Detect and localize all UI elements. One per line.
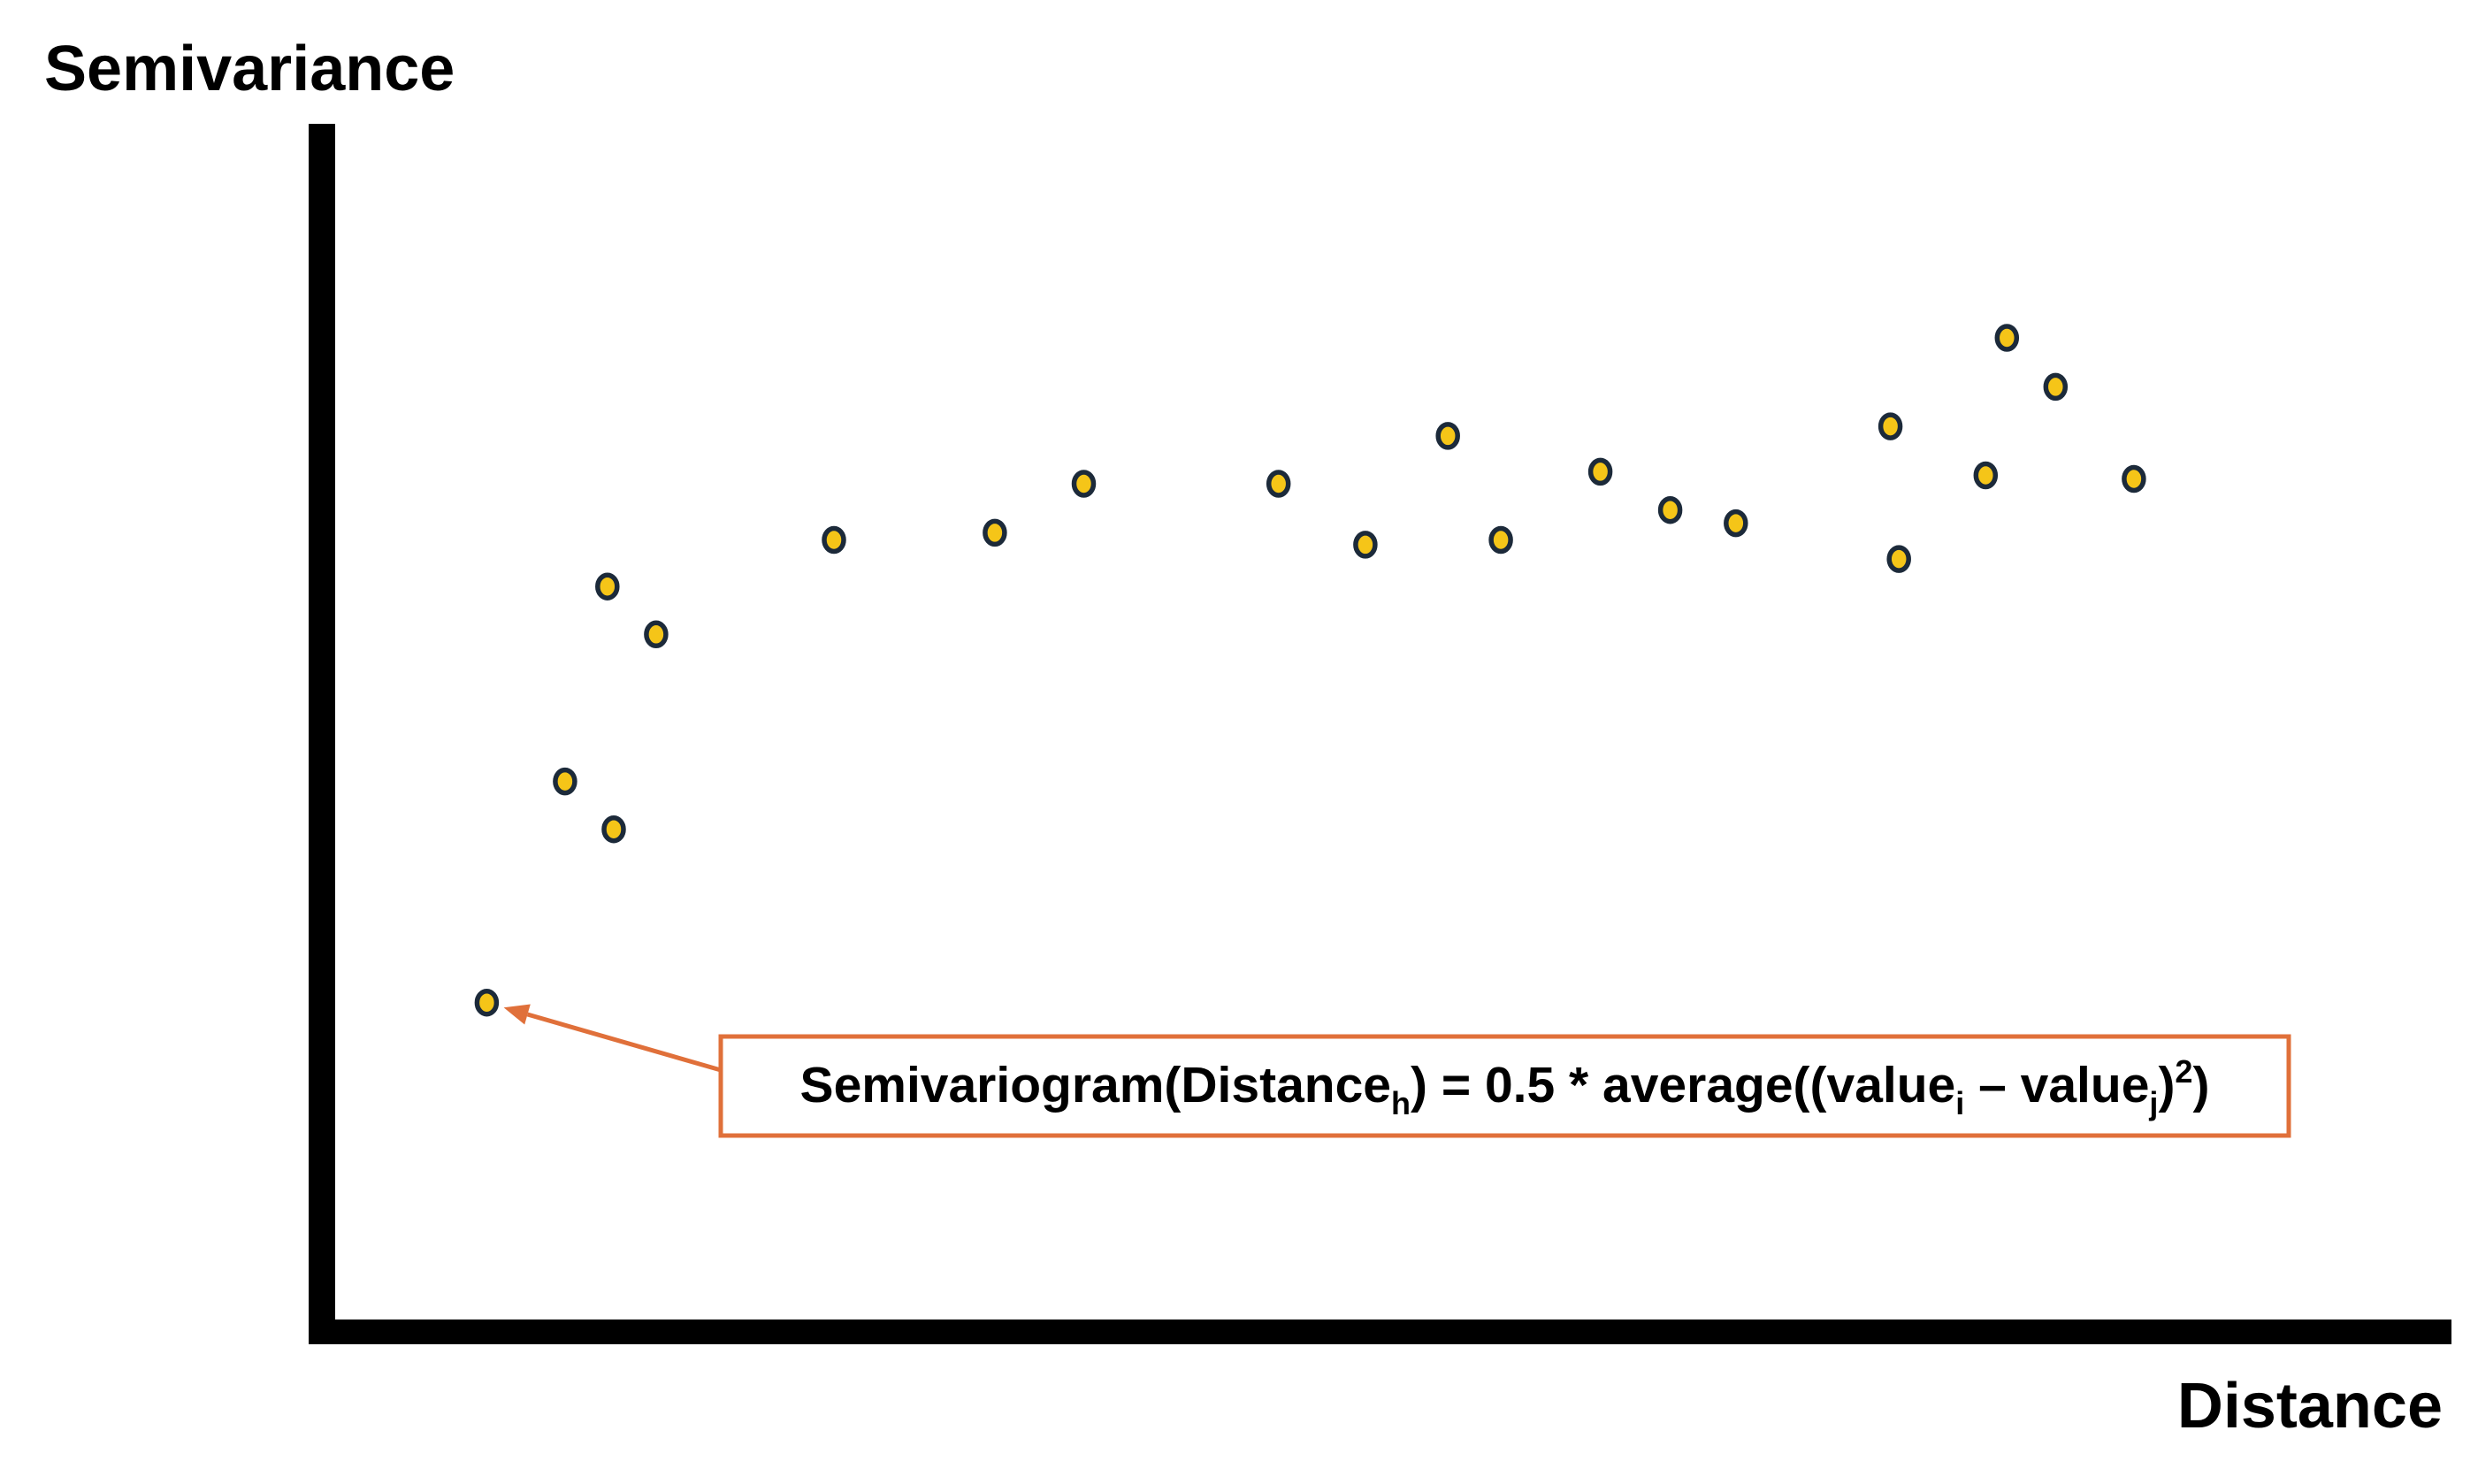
data-point-19 — [1994, 324, 2020, 352]
formula-box — [718, 1034, 2291, 1138]
data-point-18 — [1973, 461, 1999, 490]
data-point-20 — [2043, 372, 2069, 402]
data-point-4 — [595, 572, 620, 600]
formula-part-2: h — [1391, 1085, 1411, 1121]
data-point-1 — [474, 988, 500, 1017]
data-point-6 — [822, 525, 846, 555]
data-point-21 — [2122, 464, 2146, 493]
data-point-12 — [1488, 525, 1513, 555]
formula-text: Semivariogram(Distanceh) = 0.5 * average… — [800, 1053, 2210, 1121]
data-point-14 — [1657, 495, 1683, 524]
data-point-10 — [1353, 531, 1378, 559]
data-point-3 — [601, 815, 626, 844]
annotation-arrow-head — [503, 1004, 531, 1025]
formula-part-9: ) — [2192, 1057, 2209, 1113]
annotation: Semivariogram(Distanceh) = 0.5 * average… — [503, 1004, 2291, 1138]
formula-part-6: j — [2148, 1085, 2158, 1121]
formula-part-8: 2 — [2175, 1053, 2192, 1090]
annotation-arrow-line — [526, 1012, 722, 1073]
formula-part-4: i — [1955, 1085, 1964, 1121]
data-point-9 — [1266, 470, 1291, 498]
data-point-15 — [1724, 509, 1748, 538]
data-point-11 — [1435, 422, 1460, 450]
data-point-13 — [1587, 457, 1613, 486]
data-points — [474, 324, 2146, 1017]
y-axis-title: Semivariance — [44, 34, 455, 104]
formula-part-1: Semivariogram(Distance — [800, 1057, 1391, 1113]
data-point-2 — [553, 767, 577, 796]
data-point-17 — [1886, 545, 1911, 573]
data-point-8 — [1071, 470, 1097, 498]
formula-part-3: ) = 0.5 * average((value — [1411, 1057, 1955, 1113]
formula-part-5: – value — [1964, 1057, 2149, 1113]
formula-part-7: ) — [2158, 1057, 2175, 1113]
data-point-5 — [644, 620, 669, 649]
data-point-7 — [983, 518, 1007, 547]
x-axis-title: Distance — [2177, 1371, 2443, 1442]
data-point-16 — [1878, 412, 1903, 440]
